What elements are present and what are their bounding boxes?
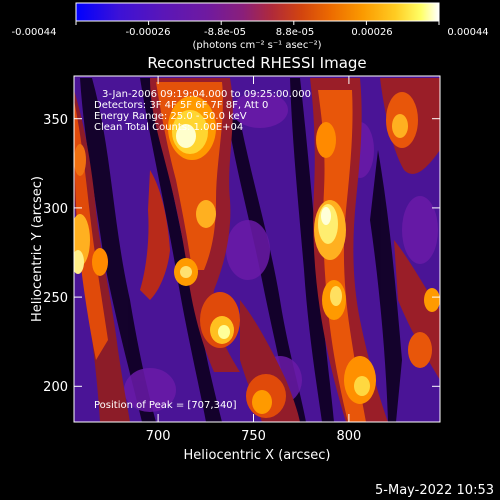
annotation-energy-range: Energy Range: 25.0 - 50.0 keV [94, 111, 247, 122]
annotation-peak-position: Position of Peak = [707,340] [94, 400, 237, 411]
y-tick-label: 250 [43, 291, 68, 306]
annotation-clean-counts: Clean Total Counts: 1.00E+04 [94, 122, 243, 133]
x-axis-label: Heliocentric X (arcsec) [184, 448, 331, 463]
colorbar-tick-label: -8.8e-05 [204, 27, 246, 38]
y-tick-label: 300 [43, 202, 68, 217]
colorbar-tick-label: 8.8e-05 [276, 27, 314, 38]
annotation-time-range: 3-Jan-2006 09:19:04.000 to 09:25:00.000 [102, 89, 311, 100]
colorbar-tick-label: -0.00044 [12, 27, 57, 38]
y-tick-label: 350 [43, 113, 68, 128]
chart-title: Reconstructed RHESSI Image [147, 54, 366, 72]
annotation-detectors: Detectors: 3F 4F 5F 6F 7F 8F, Att 0 [94, 100, 268, 111]
colorbar-tick-label: -0.00026 [126, 27, 171, 38]
source-left-ridge [74, 90, 130, 422]
x-tick-label: 800 [336, 429, 361, 444]
colorbar [75, 2, 440, 22]
heatmap-image [74, 76, 440, 422]
y-axis-ticks [74, 118, 440, 387]
y-axis-label: Heliocentric Y (arcsec) [30, 176, 45, 322]
source-upper-left [150, 78, 240, 372]
source-far-right [380, 78, 440, 380]
plot-frame [73, 75, 441, 423]
colorbar-unit-label: (photons cm⁻² s⁻¹ asec⁻²) [192, 40, 321, 51]
colorbar-tick-label: 0.00026 [351, 27, 392, 38]
source-right-ridge [310, 78, 388, 422]
x-tick-label: 700 [146, 429, 171, 444]
x-axis-ticks [157, 76, 350, 422]
source-center-ridge [140, 170, 300, 422]
footer-date: 5-May-2022 10:53 [375, 483, 494, 498]
y-tick-label: 200 [43, 380, 68, 395]
x-tick-label: 750 [241, 429, 266, 444]
colorbar-tick-label: 0.00044 [447, 27, 488, 38]
colorbar-ticks [75, 21, 440, 25]
